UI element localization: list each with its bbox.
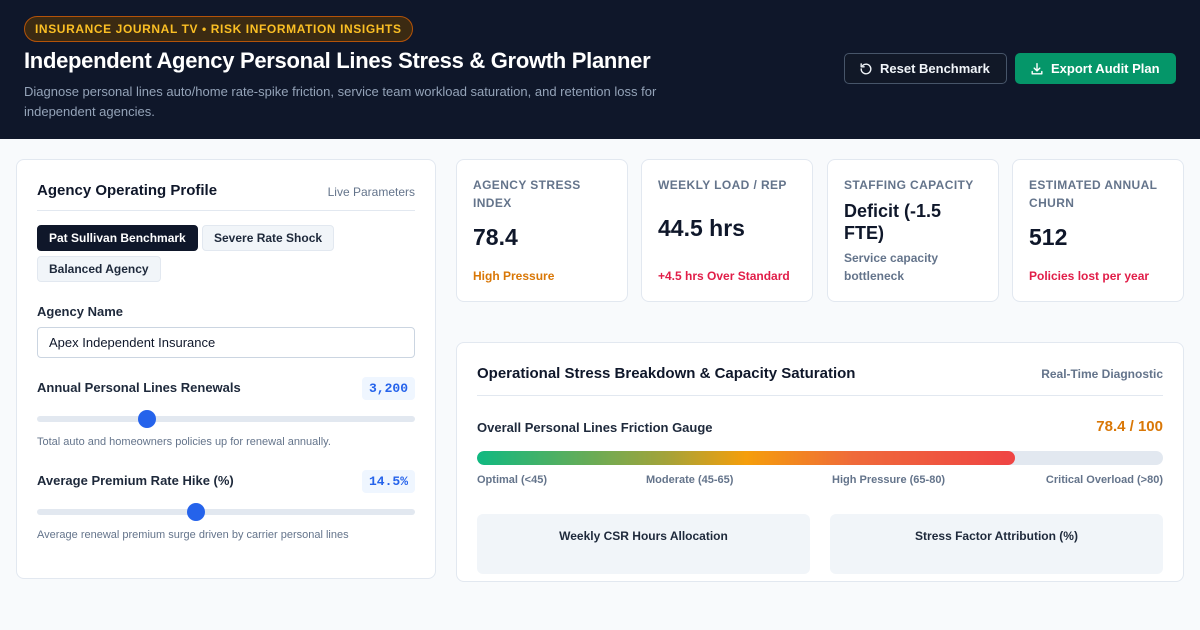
zone-moderate: Moderate (45-65) [646, 474, 734, 486]
renewals-value: 3,200 [361, 377, 415, 400]
divider [37, 210, 415, 211]
kpi-status: +4.5 hrs Over Standard [658, 269, 790, 283]
rate-hike-label: Average Premium Rate Hike (%) [37, 473, 234, 488]
kpi-value: 44.5 hrs [658, 215, 745, 241]
reset-benchmark-button[interactable]: Reset Benchmark [844, 53, 1007, 84]
renewals-slider-thumb[interactable] [137, 410, 156, 428]
divider [477, 395, 1163, 396]
kpi-label: Agency Stress Index [473, 178, 581, 210]
page-title: Independent Agency Personal Lines Stress… [24, 48, 651, 73]
friction-gauge-title: Overall Personal Lines Friction Gauge [477, 420, 713, 435]
channel-badge: INSURANCE JOURNAL TV • RISK INFORMATION … [24, 16, 413, 42]
stress-breakdown-card: Operational Stress Breakdown & Capacity … [456, 342, 1184, 582]
kpi-label: Staffing Capacity [844, 178, 974, 192]
zone-optimal: Optimal (<45) [477, 474, 547, 486]
kpi-card-stress-index: Agency Stress Index 78.4 High Pressure [456, 159, 628, 302]
friction-gauge-readout: 78.4 / 100 [1096, 418, 1163, 435]
preset-pat-sullivan-benchmark[interactable]: Pat Sullivan Benchmark [37, 225, 198, 251]
kpi-label: Estimated Annual Churn [1029, 178, 1158, 210]
stress-factor-panel: Stress Factor Attribution (%) [830, 514, 1163, 574]
stress-breakdown-title: Operational Stress Breakdown & Capacity … [477, 365, 856, 382]
kpi-status: Policies lost per year [1029, 269, 1150, 283]
kpi-value: 78.4 [473, 224, 518, 250]
kpi-label: Weekly Load / Rep [658, 178, 787, 192]
rate-hike-help-text: Average renewal premium surge driven by … [37, 529, 349, 541]
kpi-card-annual-churn: Estimated Annual Churn 512 Policies lost… [1012, 159, 1184, 302]
kpi-status: High Pressure [473, 269, 555, 283]
real-time-diagnostic-label: Real-Time Diagnostic [1041, 367, 1163, 381]
kpi-card-staffing-capacity: Staffing Capacity Deficit (-1.5 FTE) Ser… [827, 159, 999, 302]
friction-gauge-bar [477, 451, 1163, 465]
profile-card-title: Agency Operating Profile [37, 182, 218, 199]
renewals-slider[interactable] [37, 410, 415, 428]
export-audit-plan-button[interactable]: Export Audit Plan [1015, 53, 1176, 84]
live-parameters-label: Live Parameters [327, 185, 415, 199]
rate-hike-slider[interactable] [37, 503, 415, 521]
renewals-help-text: Total auto and homeowners policies up fo… [37, 436, 331, 448]
kpi-value: 512 [1029, 224, 1068, 250]
kpi-status: Service capacity bottleneck [844, 251, 939, 283]
rate-hike-slider-thumb[interactable] [186, 503, 205, 521]
kpi-card-weekly-load: Weekly Load / Rep 44.5 hrs +4.5 hrs Over… [641, 159, 813, 302]
renewals-label: Annual Personal Lines Renewals [37, 380, 241, 395]
download-icon [1031, 62, 1043, 75]
refresh-icon [860, 62, 872, 74]
zone-critical-overload: Critical Overload (>80) [1045, 474, 1163, 486]
rate-hike-value: 14.5% [361, 470, 415, 493]
kpi-value: Deficit (-1.5 FTE) [844, 201, 942, 243]
export-audit-plan-label: Export Audit Plan [1051, 61, 1160, 76]
agency-name-input[interactable] [37, 327, 415, 358]
preset-balanced-agency[interactable]: Balanced Agency [37, 256, 161, 282]
preset-severe-rate-shock[interactable]: Severe Rate Shock [202, 225, 335, 251]
agency-profile-card: Agency Operating Profile Live Parameters… [16, 159, 436, 579]
csr-hours-panel-title: Weekly CSR Hours Allocation [559, 529, 728, 543]
friction-gauge-fill [477, 451, 1015, 465]
agency-name-label: Agency Name [37, 304, 123, 319]
page-subtitle: Diagnose personal lines auto/home rate-s… [24, 84, 657, 119]
csr-hours-panel: Weekly CSR Hours Allocation [477, 514, 810, 574]
reset-benchmark-label: Reset Benchmark [880, 61, 990, 76]
app-header: INSURANCE JOURNAL TV • RISK INFORMATION … [0, 0, 1200, 139]
stress-factor-panel-title: Stress Factor Attribution (%) [915, 529, 1078, 543]
zone-high-pressure: High Pressure (65-80) [832, 474, 946, 486]
